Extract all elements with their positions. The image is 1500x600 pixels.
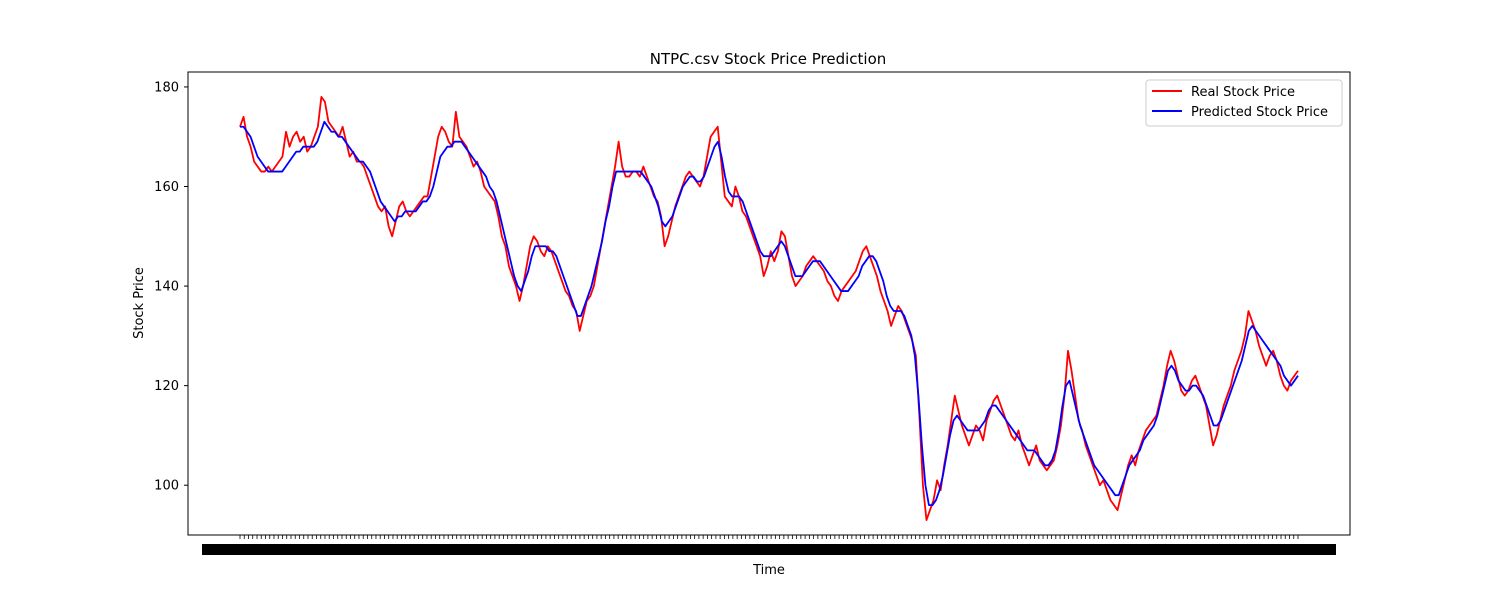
y-tick-label: 160 bbox=[154, 180, 179, 195]
legend-frame bbox=[1145, 79, 1343, 127]
x-tick-labels-overlap bbox=[202, 544, 1336, 555]
y-axis: 100 120 140 160 180 bbox=[154, 80, 188, 494]
x-axis-label: Time bbox=[752, 563, 785, 578]
series-line-real bbox=[239, 95, 1299, 521]
series-line-predicted bbox=[240, 120, 1299, 507]
legend-label-real: Real Stock Price bbox=[1191, 85, 1295, 100]
legend: Real Stock Price Predicted Stock Price bbox=[1145, 79, 1343, 127]
y-tick-label: 140 bbox=[154, 280, 179, 295]
legend-label-predicted: Predicted Stock Price bbox=[1191, 105, 1328, 120]
x-axis bbox=[202, 535, 1336, 555]
y-tick-label: 180 bbox=[154, 80, 179, 95]
series-layer bbox=[239, 95, 1299, 521]
y-tick-label: 100 bbox=[154, 479, 179, 494]
y-axis-label: Stock Price bbox=[132, 267, 147, 339]
y-tick-label: 120 bbox=[154, 379, 179, 394]
plot-frame bbox=[187, 71, 1351, 536]
chart-title: NTPC.csv Stock Price Prediction bbox=[650, 50, 887, 68]
